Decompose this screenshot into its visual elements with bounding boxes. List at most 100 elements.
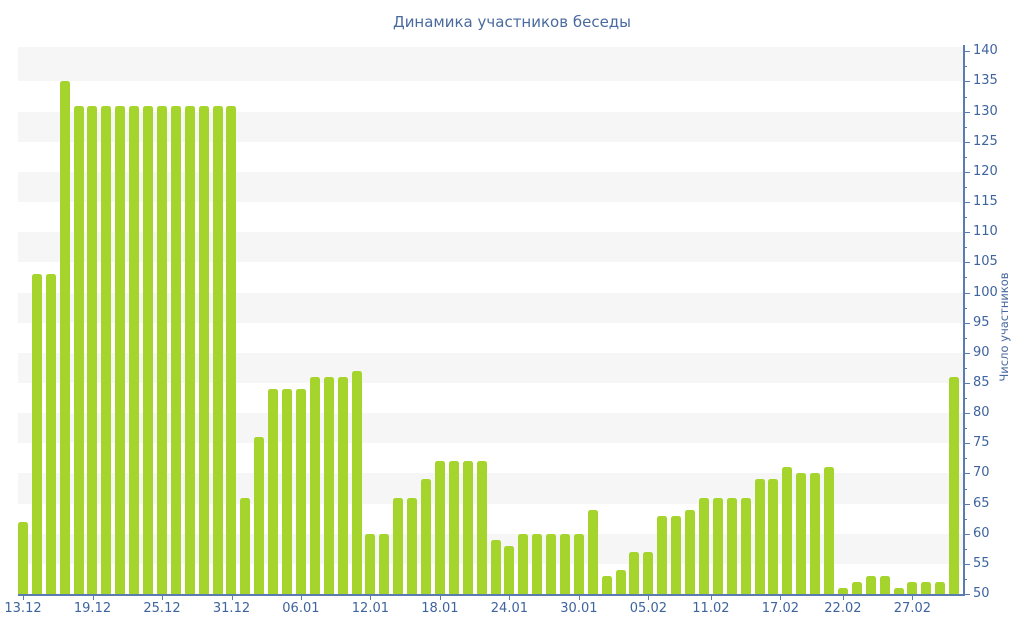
bar[interactable]	[643, 551, 654, 594]
y-tick-label: 90	[973, 344, 990, 360]
y-major-tick	[963, 141, 970, 143]
x-tick	[509, 595, 511, 600]
bar[interactable]	[295, 388, 306, 594]
bar[interactable]	[615, 569, 626, 594]
x-tick-label: 06.01	[282, 601, 320, 616]
bar[interactable]	[949, 376, 960, 594]
bar[interactable]	[156, 105, 167, 594]
y-minor-tick	[963, 337, 967, 339]
bar[interactable]	[184, 105, 195, 594]
bar[interactable]	[87, 105, 98, 594]
y-tick-label: 85	[973, 374, 990, 390]
bar[interactable]	[698, 497, 709, 594]
grid-band-gray	[18, 47, 963, 82]
y-major-tick	[963, 533, 970, 535]
bar[interactable]	[740, 497, 751, 594]
bar[interactable]	[129, 105, 140, 594]
y-minor-tick	[963, 488, 967, 490]
bar[interactable]	[490, 539, 501, 594]
x-tick	[231, 595, 233, 600]
bar[interactable]	[282, 388, 293, 594]
bar[interactable]	[782, 467, 793, 594]
bar[interactable]	[45, 274, 56, 594]
bar[interactable]	[559, 533, 570, 594]
bar[interactable]	[115, 105, 126, 594]
y-tick-label: 130	[973, 103, 998, 119]
bar[interactable]	[796, 473, 807, 594]
bar[interactable]	[546, 533, 557, 594]
y-minor-tick	[963, 398, 967, 399]
bar[interactable]	[824, 467, 835, 594]
bar[interactable]	[671, 515, 682, 594]
x-tick	[23, 595, 24, 600]
x-tick-label: 18.01	[421, 601, 459, 616]
bar[interactable]	[935, 581, 946, 594]
x-tick-label: 30.01	[560, 601, 598, 616]
bar[interactable]	[101, 105, 112, 594]
bar[interactable]	[226, 105, 237, 594]
y-tick-label: 115	[973, 194, 998, 210]
bar[interactable]	[754, 479, 765, 594]
y-major-tick	[963, 292, 970, 294]
bar[interactable]	[810, 473, 821, 594]
x-tick	[842, 595, 844, 600]
bar[interactable]	[587, 509, 598, 594]
bar[interactable]	[518, 533, 529, 594]
bar[interactable]	[337, 376, 348, 594]
y-major-tick	[963, 503, 970, 505]
bar[interactable]	[240, 497, 251, 594]
x-tick	[162, 595, 163, 600]
y-tick-label: 135	[973, 73, 998, 89]
bar[interactable]	[893, 587, 904, 594]
bar[interactable]	[31, 274, 42, 594]
bar[interactable]	[379, 533, 390, 594]
bar[interactable]	[851, 581, 862, 594]
bar[interactable]	[170, 105, 181, 594]
bar[interactable]	[712, 497, 723, 594]
y-minor-tick	[963, 518, 967, 520]
x-tick-label: 24.01	[490, 601, 528, 616]
bar[interactable]	[865, 575, 876, 594]
y-major-tick	[963, 443, 970, 445]
y-major-tick	[963, 111, 970, 113]
bar[interactable]	[393, 497, 404, 594]
x-tick-label: 12.01	[351, 601, 389, 616]
bar[interactable]	[573, 533, 584, 594]
bar[interactable]	[685, 509, 696, 594]
bar[interactable]	[476, 461, 487, 594]
bar[interactable]	[921, 581, 932, 594]
bar[interactable]	[18, 521, 28, 594]
bar[interactable]	[254, 437, 265, 594]
bar[interactable]	[907, 581, 918, 594]
bar[interactable]	[657, 515, 668, 594]
y-minor-tick	[963, 96, 967, 98]
y-axis-line	[963, 45, 965, 595]
bar[interactable]	[504, 545, 515, 594]
bar[interactable]	[73, 105, 84, 594]
bar[interactable]	[879, 575, 890, 594]
bar[interactable]	[532, 533, 543, 594]
bar[interactable]	[768, 479, 779, 594]
y-major-tick	[963, 413, 970, 415]
bar[interactable]	[268, 388, 279, 594]
bar[interactable]	[212, 105, 223, 594]
bar[interactable]	[434, 461, 445, 594]
bar[interactable]	[726, 497, 737, 594]
bar[interactable]	[323, 376, 334, 594]
bar[interactable]	[365, 533, 376, 594]
bar[interactable]	[59, 81, 70, 594]
bar[interactable]	[601, 575, 612, 594]
bar[interactable]	[407, 497, 418, 594]
x-tick	[710, 595, 712, 600]
bar[interactable]	[351, 370, 362, 594]
bar[interactable]	[462, 461, 473, 594]
bar[interactable]	[198, 105, 209, 594]
bar[interactable]	[629, 551, 640, 594]
bar[interactable]	[837, 587, 848, 594]
bar[interactable]	[143, 105, 154, 594]
bar[interactable]	[421, 479, 431, 594]
bar[interactable]	[309, 376, 320, 594]
y-tick-label: 110	[973, 224, 998, 240]
bar[interactable]	[448, 461, 459, 594]
